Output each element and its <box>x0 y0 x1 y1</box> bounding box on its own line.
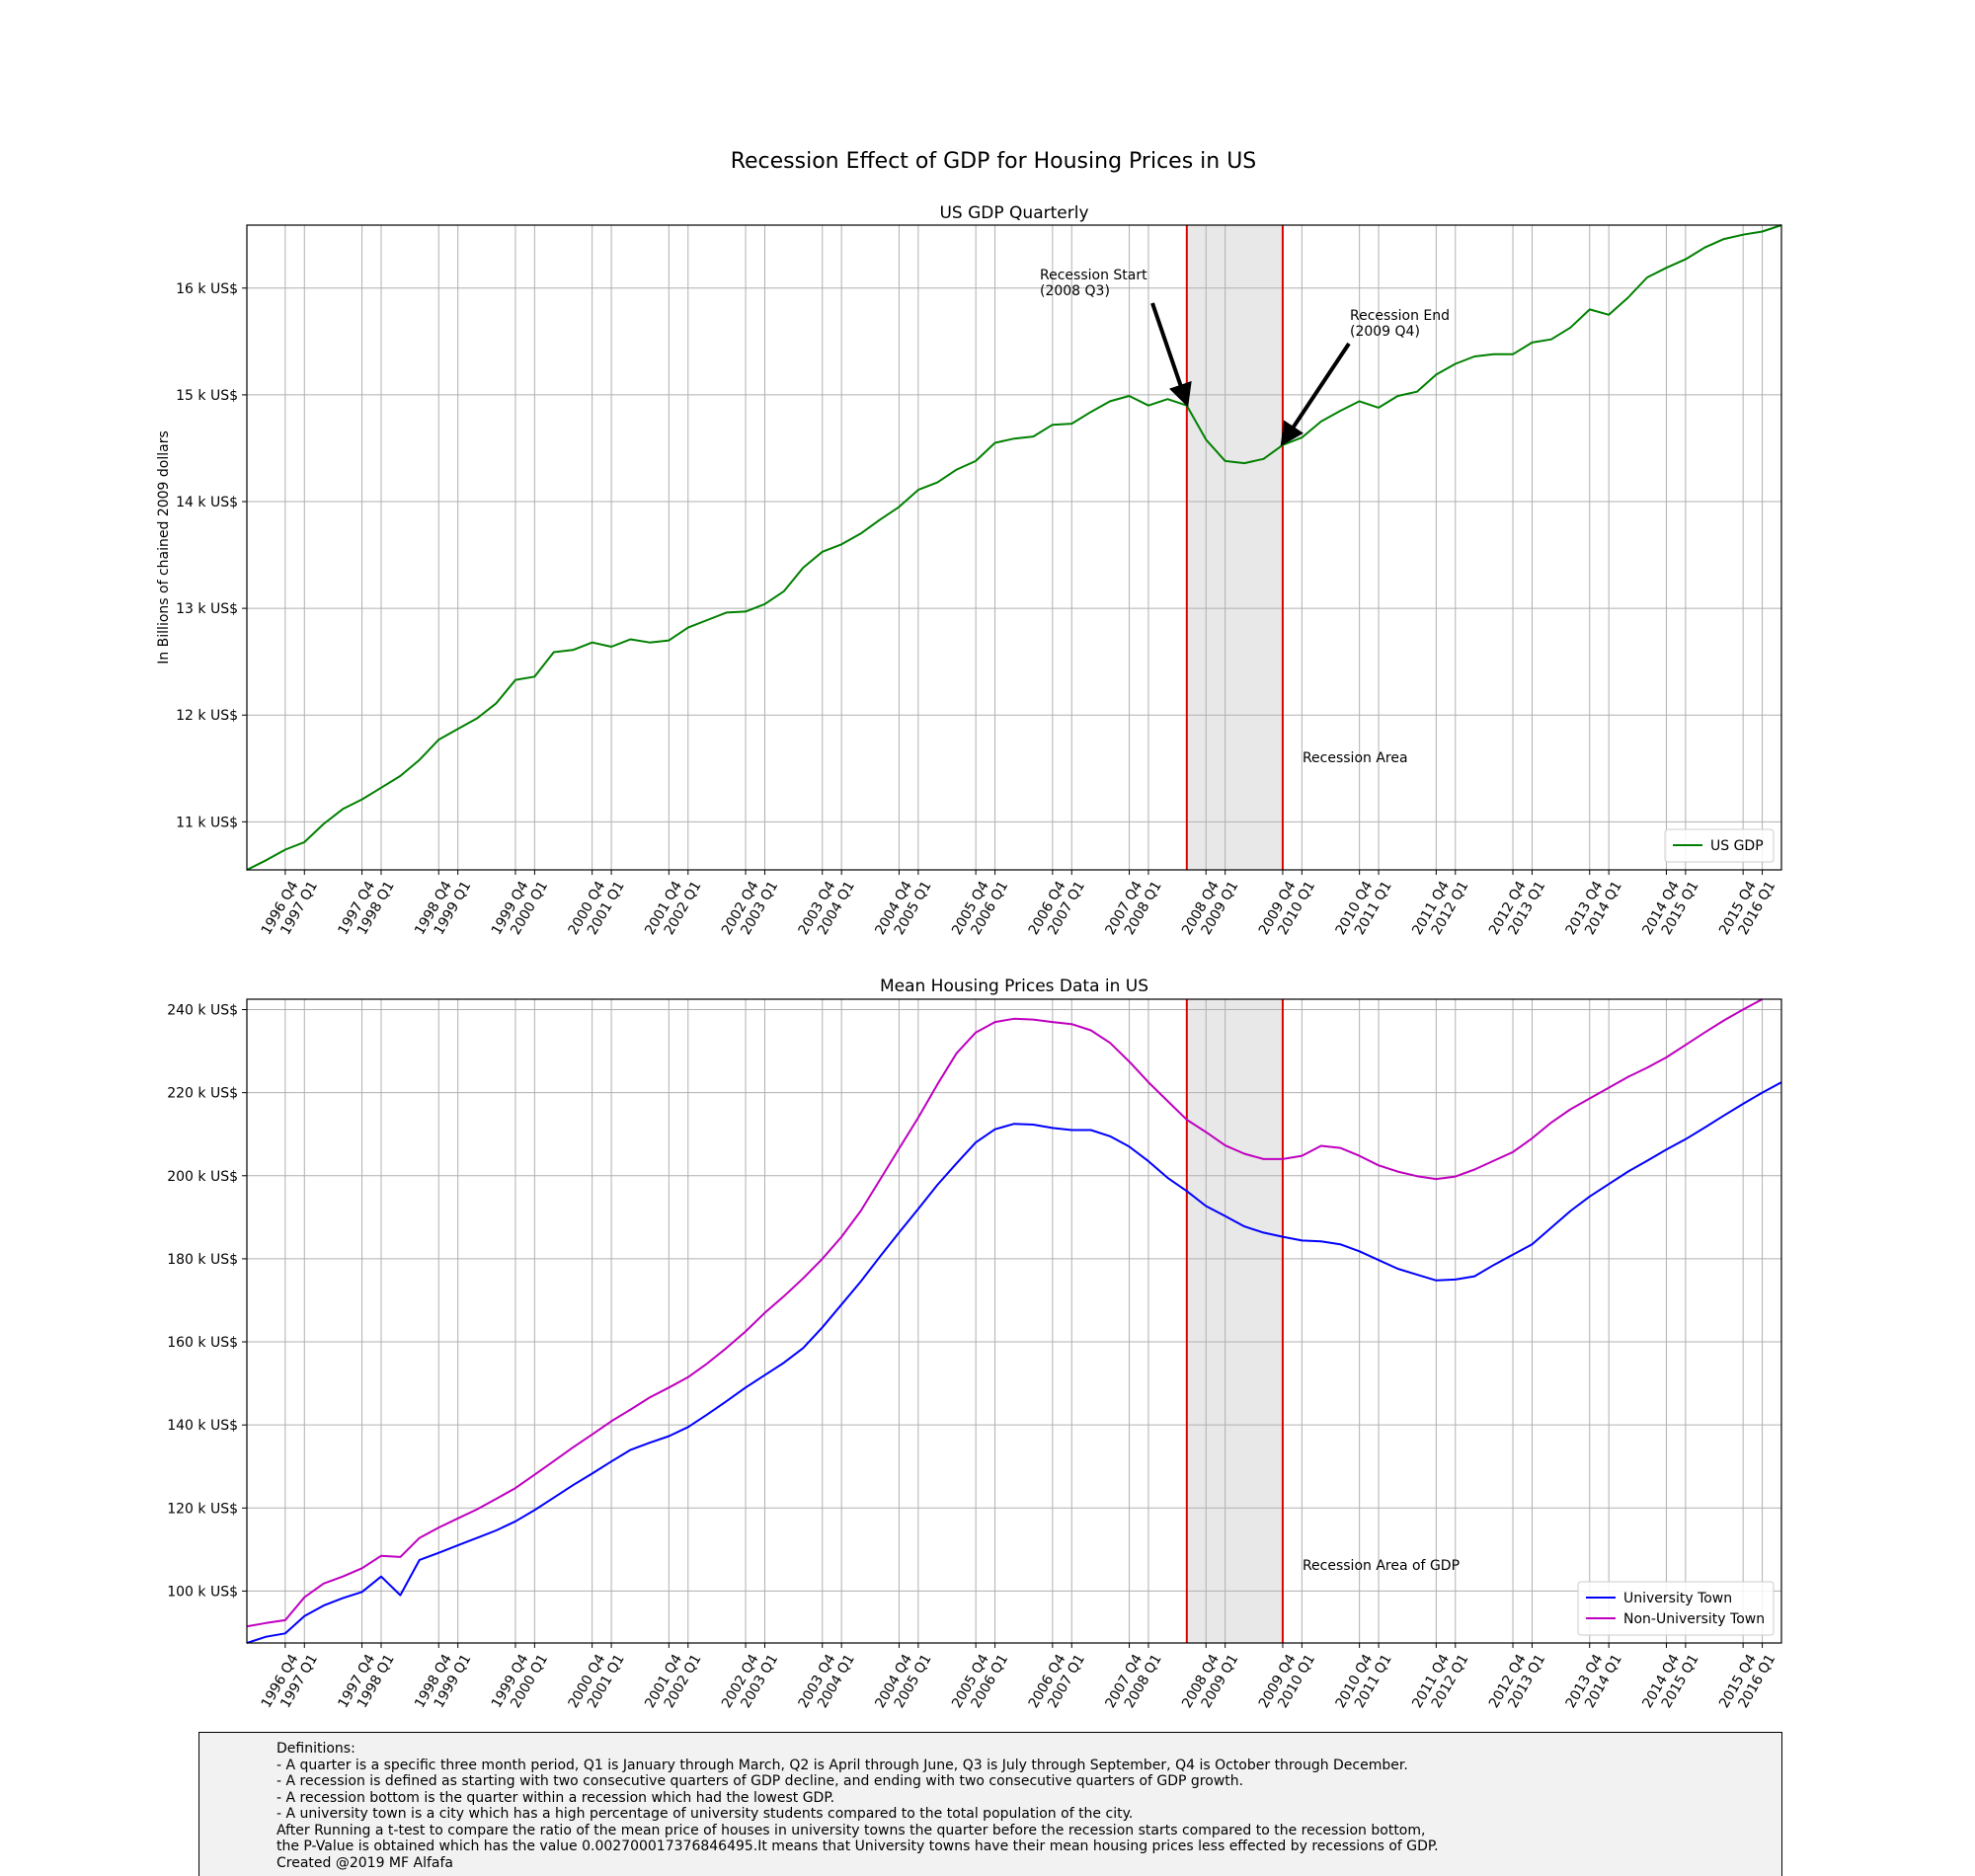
y-tick-label: 240 k US$ <box>167 1003 238 1019</box>
annotation-arrow <box>1150 302 1192 408</box>
y-tick-label: 120 k US$ <box>167 1501 238 1517</box>
series-line-non-university-town <box>246 998 1764 1628</box>
annotation-text: (2009 Q4) <box>1350 324 1420 340</box>
series-line-us-gdp <box>246 224 1782 871</box>
legend-label: University Town <box>1623 1591 1732 1606</box>
annotation-recession-start: Recession Start(2008 Q3) <box>1040 268 1192 408</box>
recession-area-label: Recession Area of GDP <box>1303 1558 1460 1574</box>
annotation-arrow <box>1280 342 1351 447</box>
note-line: After Running a t-test to compare the ra… <box>276 1822 1426 1838</box>
recession-area <box>1186 999 1283 1643</box>
definitions-box: Definitions: - A quarter is a specific th… <box>198 1732 1782 1876</box>
note-line: - A university town is a city which has … <box>276 1806 1134 1822</box>
annotation-recession-end: Recession End(2009 Q4) <box>1280 308 1450 447</box>
annotation-text: (2008 Q3) <box>1040 283 1110 299</box>
legend: US GDP <box>1664 828 1775 863</box>
legend-label: US GDP <box>1710 838 1764 854</box>
y-tick-label: 100 k US$ <box>167 1584 238 1600</box>
y-tick-label: 12 k US$ <box>176 708 238 724</box>
y-tick-label: 180 k US$ <box>167 1252 238 1268</box>
y-tick-label: 200 k US$ <box>167 1169 238 1185</box>
y-tick-label: 16 k US$ <box>176 281 238 297</box>
recession-area-label: Recession Area <box>1303 750 1408 766</box>
legend-box <box>1577 1581 1775 1636</box>
y-tick-label: 160 k US$ <box>167 1335 238 1351</box>
annotation-text: Recession Start <box>1040 268 1147 283</box>
legend-box <box>1664 828 1775 863</box>
subplot-title: Mean Housing Prices Data in US <box>880 977 1148 996</box>
y-tick-label: 220 k US$ <box>167 1086 238 1102</box>
note-line: - A recession is defined as starting wit… <box>276 1773 1244 1789</box>
y-tick-label: 14 k US$ <box>176 495 238 510</box>
y-axis: 100 k US$ 120 k US$ 140 k US$ 160 k US$ 180 … <box>167 1003 1781 1600</box>
legend: University Town Non-University Town <box>1577 1581 1775 1636</box>
note-line: Definitions: <box>276 1741 356 1757</box>
note-line: the P-Value is obtained which has the va… <box>276 1838 1439 1854</box>
subplot-title: US GDP Quarterly <box>939 203 1088 223</box>
axes-frame <box>246 998 1782 1644</box>
annotation-text: Recession End <box>1350 308 1450 324</box>
note-line: - A recession bottom is the quarter with… <box>276 1789 835 1806</box>
y-axis: 11 k US$ 12 k US$ 13 k US$ 14 k US$ 15 k US$… <box>176 281 1781 830</box>
y-tick-label: 11 k US$ <box>176 815 238 830</box>
note-line: - A quarter is a specific three month pe… <box>276 1757 1408 1773</box>
note-line: Created @2019 MF Alfafa <box>276 1854 453 1871</box>
y-tick-label: 13 k US$ <box>176 601 238 617</box>
axes-frame <box>246 224 1782 871</box>
y-tick-label: 140 k US$ <box>167 1418 238 1434</box>
series-line-university-town <box>246 1081 1782 1644</box>
recession-area <box>1186 225 1283 870</box>
y-axis-label: In Billions of chained 2009 dollars <box>156 430 172 664</box>
figure-title: Recession Effect of GDP for Housing Pric… <box>731 149 1257 174</box>
y-tick-label: 15 k US$ <box>176 388 238 404</box>
legend-label: Non-University Town <box>1623 1611 1765 1627</box>
